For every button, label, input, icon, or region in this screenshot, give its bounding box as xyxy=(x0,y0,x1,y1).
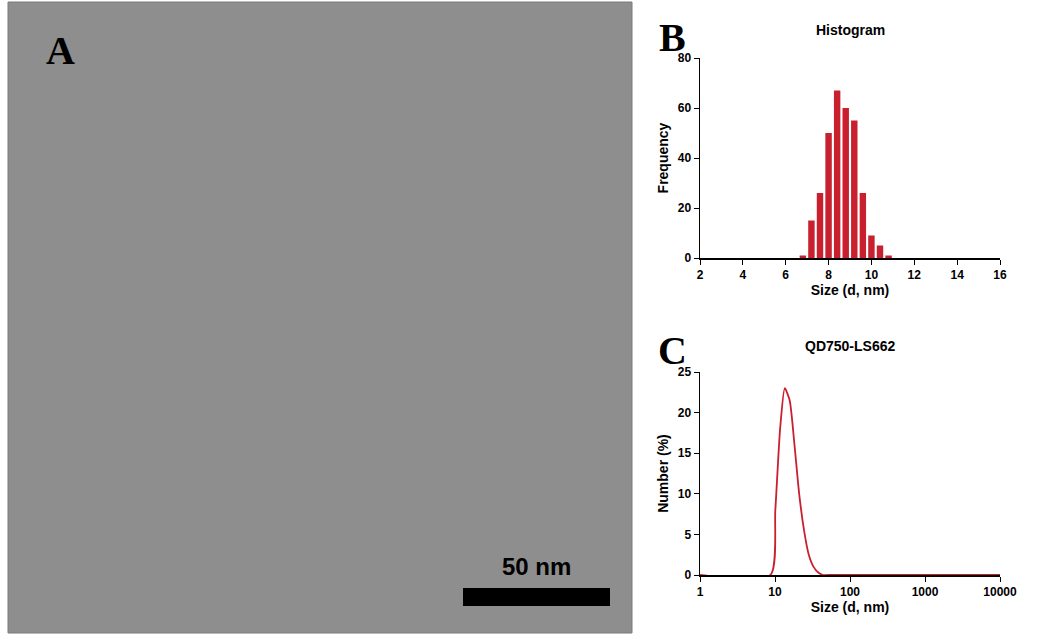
svg-text:25: 25 xyxy=(678,365,692,379)
svg-text:8: 8 xyxy=(825,268,832,282)
svg-text:12: 12 xyxy=(908,268,922,282)
svg-text:5: 5 xyxy=(684,528,691,542)
svg-text:0: 0 xyxy=(684,568,691,582)
svg-text:10000: 10000 xyxy=(983,585,1017,599)
svg-text:80: 80 xyxy=(678,51,692,65)
svg-text:1: 1 xyxy=(697,585,704,599)
svg-text:2: 2 xyxy=(697,268,704,282)
svg-text:15: 15 xyxy=(678,446,692,460)
svg-text:20: 20 xyxy=(678,406,692,420)
svg-text:50 nm: 50 nm xyxy=(502,553,571,580)
svg-text:Number (%): Number (%) xyxy=(655,434,671,513)
svg-text:B: B xyxy=(659,15,686,60)
svg-text:Frequency: Frequency xyxy=(655,122,671,193)
svg-text:20: 20 xyxy=(678,201,692,215)
svg-text:Size (d, nm): Size (d, nm) xyxy=(811,599,890,615)
svg-text:60: 60 xyxy=(678,101,692,115)
svg-text:0: 0 xyxy=(684,251,691,265)
svg-text:QD750-LS662: QD750-LS662 xyxy=(805,338,895,354)
svg-text:10: 10 xyxy=(768,585,782,599)
svg-text:40: 40 xyxy=(678,151,692,165)
svg-text:10: 10 xyxy=(678,487,692,501)
svg-text:Histogram: Histogram xyxy=(816,22,885,38)
svg-text:16: 16 xyxy=(993,268,1007,282)
svg-text:1000: 1000 xyxy=(912,585,939,599)
svg-text:A: A xyxy=(46,28,75,73)
svg-text:14: 14 xyxy=(950,268,964,282)
svg-text:4: 4 xyxy=(740,268,747,282)
svg-text:6: 6 xyxy=(782,268,789,282)
svg-text:C: C xyxy=(658,328,687,373)
svg-text:100: 100 xyxy=(840,585,860,599)
svg-text:Size (d, nm): Size (d, nm) xyxy=(811,282,890,298)
svg-text:10: 10 xyxy=(865,268,879,282)
